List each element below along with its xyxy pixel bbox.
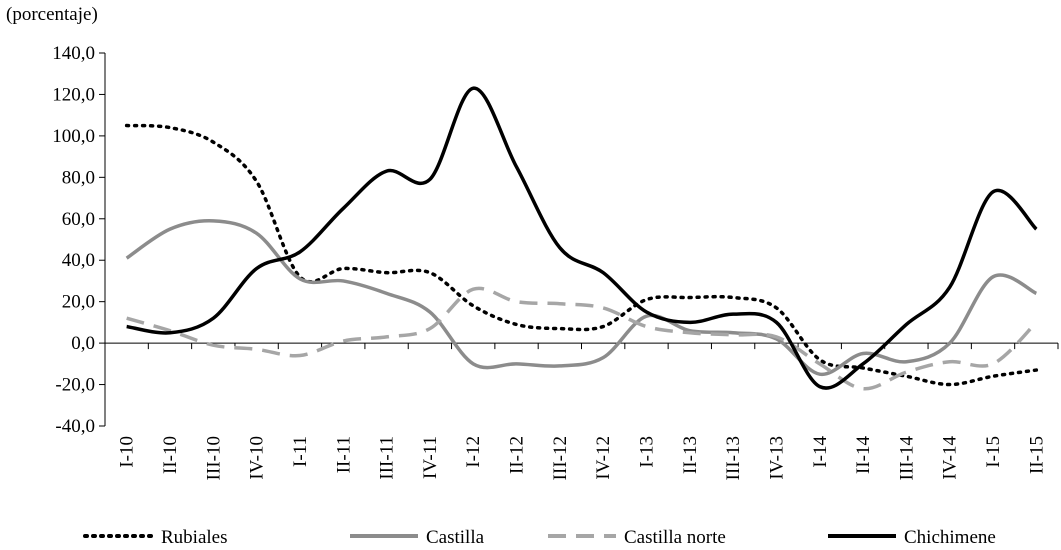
legend-label: Castilla xyxy=(426,527,485,548)
legend-label: Rubiales xyxy=(161,527,228,548)
x-tick-label: III-12 xyxy=(550,436,571,480)
x-tick-label: III-14 xyxy=(896,436,917,481)
x-tick-label: I-14 xyxy=(810,436,831,468)
x-tick-label: IV-11 xyxy=(420,436,441,479)
x-tick-label: II-13 xyxy=(680,436,701,474)
y-tick-label: 40,0 xyxy=(62,250,95,271)
x-tick-label: II-14 xyxy=(853,436,874,474)
x-tick-label: IV-12 xyxy=(593,436,614,480)
series-line xyxy=(125,219,1038,376)
x-tick-label: III-13 xyxy=(723,436,744,480)
x-tick-label: II-10 xyxy=(160,436,181,474)
y-tick-label: 120,0 xyxy=(52,84,95,105)
series-line xyxy=(126,286,1038,391)
x-tick-label: IV-10 xyxy=(247,436,268,480)
y-tick-label: 0,0 xyxy=(71,333,95,354)
x-tick-label: II-15 xyxy=(1026,436,1047,474)
x-tick-label: III-10 xyxy=(203,436,224,480)
y-tick-label: 80,0 xyxy=(62,167,95,188)
x-tick-label: II-12 xyxy=(507,436,528,474)
y-tick-label: 20,0 xyxy=(62,292,95,313)
x-tick-label: IV-13 xyxy=(766,436,787,480)
x-tick-label: I-11 xyxy=(290,436,311,467)
x-tick-label: II-11 xyxy=(333,436,354,473)
series-line xyxy=(126,86,1038,390)
y-tick-label: 100,0 xyxy=(52,126,95,147)
y-tick-label: 60,0 xyxy=(62,209,95,230)
x-tick-label: IV-14 xyxy=(940,436,961,480)
y-tick-label: 140,0 xyxy=(52,43,95,64)
legend-label: Chichimene xyxy=(904,527,996,548)
y-axis-label: (porcentaje) xyxy=(6,4,98,25)
y-tick-label: -20,0 xyxy=(55,375,95,396)
x-tick-label: I-13 xyxy=(636,436,657,468)
legend-label: Castilla norte xyxy=(624,527,726,548)
series-line xyxy=(124,123,1039,387)
x-tick-label: I-15 xyxy=(983,436,1004,468)
x-tick-label: III-11 xyxy=(377,436,398,480)
x-tick-label: I-12 xyxy=(463,436,484,468)
y-tick-label: -40,0 xyxy=(55,416,95,437)
x-tick-label: I-10 xyxy=(117,436,138,468)
